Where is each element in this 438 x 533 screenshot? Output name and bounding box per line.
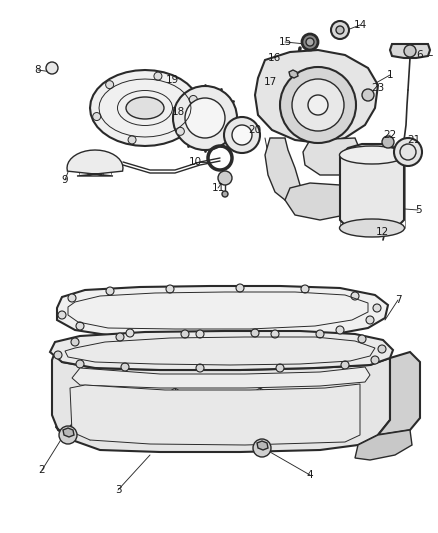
Ellipse shape bbox=[339, 146, 405, 164]
Circle shape bbox=[292, 79, 344, 131]
Circle shape bbox=[316, 330, 324, 338]
Text: 17: 17 bbox=[263, 77, 277, 87]
Circle shape bbox=[222, 191, 228, 197]
Text: 5: 5 bbox=[415, 205, 421, 215]
Text: 23: 23 bbox=[371, 83, 385, 93]
Circle shape bbox=[54, 351, 62, 359]
Text: 2: 2 bbox=[39, 465, 45, 475]
Text: 14: 14 bbox=[353, 20, 367, 30]
Polygon shape bbox=[340, 144, 404, 232]
Circle shape bbox=[166, 285, 174, 293]
Circle shape bbox=[106, 80, 113, 88]
Circle shape bbox=[185, 98, 225, 138]
Polygon shape bbox=[57, 286, 388, 338]
Text: 16: 16 bbox=[267, 53, 281, 63]
Circle shape bbox=[128, 136, 136, 144]
Circle shape bbox=[302, 34, 318, 50]
Circle shape bbox=[351, 292, 359, 300]
Circle shape bbox=[280, 67, 356, 143]
Text: 15: 15 bbox=[279, 37, 292, 47]
Text: 18: 18 bbox=[171, 107, 185, 117]
Circle shape bbox=[106, 287, 114, 295]
Circle shape bbox=[71, 338, 79, 346]
Text: 3: 3 bbox=[115, 485, 121, 495]
Circle shape bbox=[271, 330, 279, 338]
Circle shape bbox=[366, 316, 374, 324]
Circle shape bbox=[177, 127, 184, 135]
Circle shape bbox=[224, 117, 260, 153]
Text: 8: 8 bbox=[35, 65, 41, 75]
Circle shape bbox=[251, 329, 259, 337]
Circle shape bbox=[394, 138, 422, 166]
Text: 9: 9 bbox=[62, 175, 68, 185]
Circle shape bbox=[276, 364, 284, 372]
Ellipse shape bbox=[126, 97, 164, 119]
Circle shape bbox=[358, 335, 366, 343]
Text: 19: 19 bbox=[166, 75, 179, 85]
Polygon shape bbox=[303, 138, 360, 175]
Circle shape bbox=[46, 62, 58, 74]
Circle shape bbox=[58, 311, 66, 319]
Circle shape bbox=[121, 363, 129, 371]
Circle shape bbox=[116, 333, 124, 341]
Polygon shape bbox=[289, 70, 298, 78]
Circle shape bbox=[378, 345, 386, 353]
Polygon shape bbox=[67, 150, 123, 176]
Circle shape bbox=[181, 330, 189, 338]
Text: 21: 21 bbox=[407, 135, 420, 145]
Polygon shape bbox=[378, 352, 420, 435]
Circle shape bbox=[253, 439, 271, 457]
Text: 6: 6 bbox=[417, 50, 423, 60]
Circle shape bbox=[404, 45, 416, 57]
Polygon shape bbox=[265, 138, 300, 200]
Circle shape bbox=[68, 294, 76, 302]
Circle shape bbox=[232, 125, 252, 145]
Circle shape bbox=[236, 284, 244, 292]
Circle shape bbox=[189, 95, 197, 103]
Circle shape bbox=[306, 38, 314, 46]
Circle shape bbox=[382, 136, 394, 148]
Circle shape bbox=[371, 356, 379, 364]
Circle shape bbox=[308, 95, 328, 115]
Circle shape bbox=[218, 171, 232, 185]
Circle shape bbox=[93, 112, 101, 120]
Text: 10: 10 bbox=[188, 157, 201, 167]
Text: 1: 1 bbox=[387, 70, 393, 80]
Polygon shape bbox=[255, 50, 378, 143]
Ellipse shape bbox=[339, 219, 405, 237]
Text: 4: 4 bbox=[307, 470, 313, 480]
Polygon shape bbox=[52, 352, 390, 452]
Circle shape bbox=[362, 89, 374, 101]
Polygon shape bbox=[390, 44, 430, 58]
Circle shape bbox=[341, 361, 349, 369]
Polygon shape bbox=[63, 428, 74, 437]
Circle shape bbox=[373, 304, 381, 312]
Polygon shape bbox=[70, 384, 360, 445]
Text: 20: 20 bbox=[248, 125, 261, 135]
Circle shape bbox=[126, 329, 134, 337]
Circle shape bbox=[336, 26, 344, 34]
Circle shape bbox=[76, 360, 84, 368]
Circle shape bbox=[76, 322, 84, 330]
Polygon shape bbox=[50, 331, 393, 370]
Polygon shape bbox=[285, 183, 360, 220]
Circle shape bbox=[336, 326, 344, 334]
Text: 11: 11 bbox=[212, 183, 225, 193]
Polygon shape bbox=[90, 70, 200, 146]
Circle shape bbox=[196, 330, 204, 338]
Polygon shape bbox=[257, 441, 268, 450]
Circle shape bbox=[196, 364, 204, 372]
Circle shape bbox=[154, 72, 162, 80]
Polygon shape bbox=[72, 367, 370, 388]
Polygon shape bbox=[355, 430, 412, 460]
Circle shape bbox=[301, 285, 309, 293]
Circle shape bbox=[59, 426, 77, 444]
Text: 22: 22 bbox=[383, 130, 397, 140]
Text: 7: 7 bbox=[395, 295, 401, 305]
Circle shape bbox=[173, 86, 237, 150]
Text: 12: 12 bbox=[375, 227, 389, 237]
Circle shape bbox=[331, 21, 349, 39]
